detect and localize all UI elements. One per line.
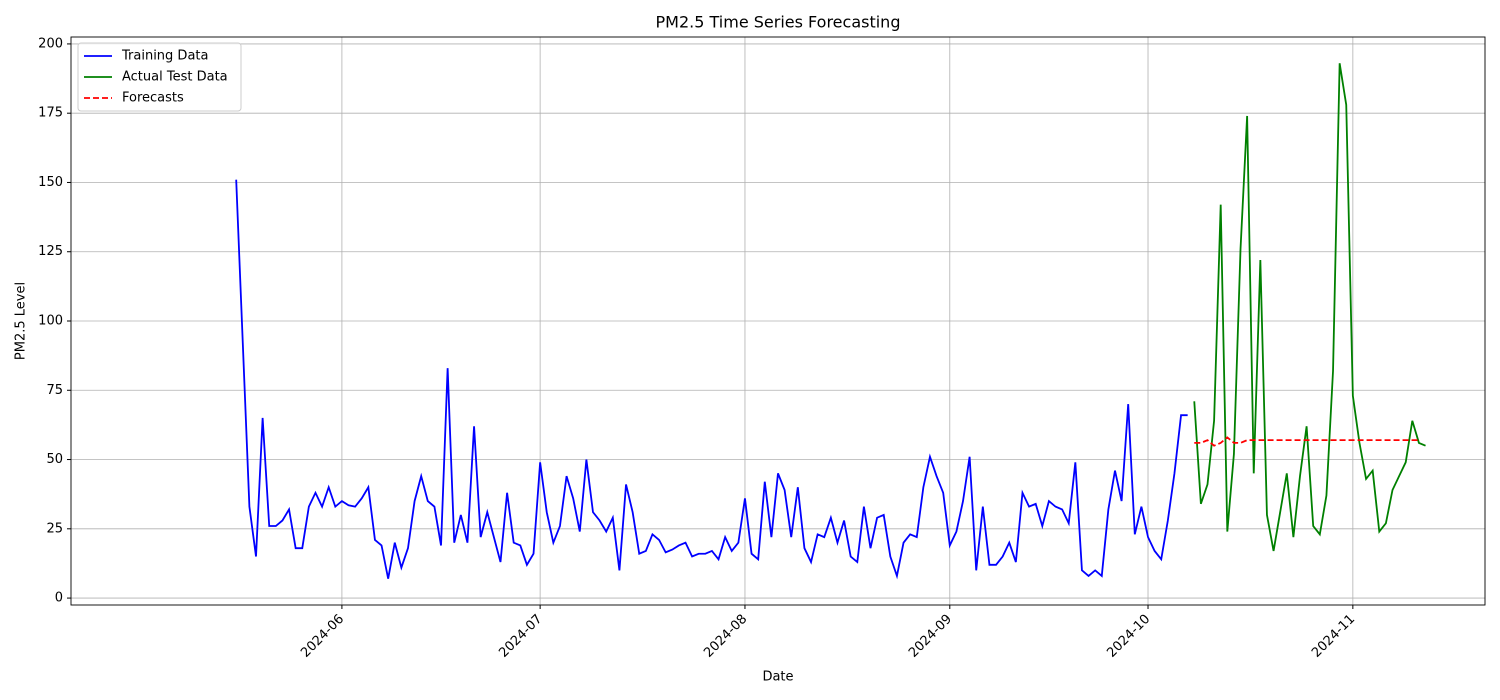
legend-box — [77, 42, 242, 112]
y-tick-label: 75 — [46, 383, 63, 398]
data-line — [1194, 436, 1419, 447]
y-axis-label: PM2.5 Level — [14, 282, 29, 360]
legend-label: Training Data — [121, 49, 208, 64]
legend-label: Forecasts — [122, 91, 184, 106]
data-line — [1193, 63, 1426, 552]
y-tick-label: 100 — [38, 314, 63, 329]
x-axis-label: Date — [762, 670, 793, 685]
plot-frame — [70, 36, 1486, 606]
y-tick-label: 50 — [46, 452, 63, 467]
legend: Training Data Actual Test Data Forecasts — [77, 42, 242, 112]
y-tick-label: 125 — [38, 244, 63, 259]
y-tick-label: 25 — [46, 521, 63, 536]
y-tick-label: 0 — [55, 591, 63, 606]
y-tick-label: 175 — [38, 106, 63, 121]
y-tick-label: 150 — [38, 175, 63, 190]
chart-title: PM2.5 Time Series Forecasting — [656, 13, 901, 32]
legend-label: Actual Test Data — [122, 70, 228, 85]
y-tick-label: 200 — [38, 36, 63, 51]
data-line — [235, 179, 1188, 580]
